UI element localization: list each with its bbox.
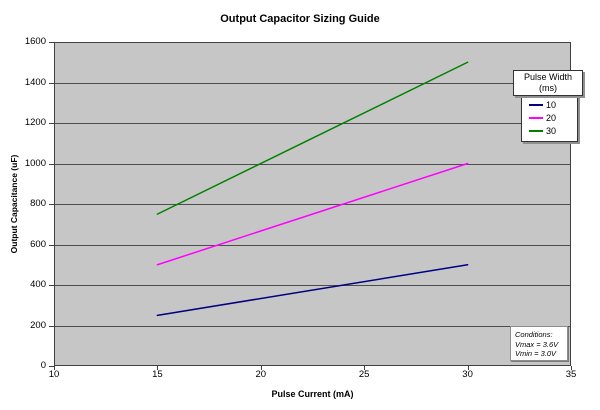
series-line-10ms	[156, 264, 469, 317]
chart-title: Output Capacitor Sizing Guide	[220, 13, 380, 25]
y-tick-label-1000: 1000	[24, 157, 46, 169]
x-tick-label-35: 35	[565, 369, 577, 380]
legend-title: Pulse Width (ms)	[513, 70, 583, 96]
x-tick-label-10: 10	[48, 369, 60, 380]
plot-border	[54, 42, 571, 366]
y-tick-label-1400: 1400	[24, 76, 46, 88]
series-line-20ms	[156, 162, 469, 266]
x-axis-title: Pulse Current (mA)	[271, 389, 354, 399]
x-tick-label-25: 25	[358, 369, 370, 380]
conditions-heading: Conditions:	[515, 330, 553, 339]
legend-line-swatch-20	[529, 116, 543, 119]
conditions-vmax: Vmax = 3.6V	[515, 339, 559, 349]
x-tick-label-15: 15	[152, 369, 163, 380]
plot-svg	[49, 42, 572, 370]
conditions-vmin: Vmin = 3.0V	[515, 349, 557, 358]
x-tick-label-30: 30	[462, 369, 473, 380]
y-tick-label-800: 800	[30, 198, 46, 209]
legend-line-swatch-10	[529, 103, 543, 106]
legend-title-line2: (ms)	[539, 83, 557, 93]
plot-area	[49, 42, 572, 370]
y-tick-label-1200: 1200	[24, 117, 46, 128]
legend-line-swatch-30	[529, 129, 543, 132]
x-tick-label-20: 20	[255, 369, 267, 380]
y-tick-label-400: 400	[30, 279, 46, 290]
series-line-30ms	[156, 61, 469, 215]
y-tick-label-600: 600	[30, 238, 46, 250]
legend-label-10: 10	[546, 99, 557, 110]
legend-label-20: 20	[546, 112, 557, 123]
legend-entry-10: 10	[529, 98, 575, 111]
legend: 10 20 30	[521, 92, 578, 142]
legend-entry-20: 20	[529, 111, 575, 124]
legend-label-30: 30	[546, 125, 557, 136]
y-tick-label-0: 0	[40, 360, 46, 371]
y-tick-label-1600: 1600	[24, 36, 46, 47]
y-tick-label-200: 200	[30, 319, 46, 331]
conditions-note: Conditions: Vmax = 3.6V Vmin = 3.0V	[510, 326, 568, 361]
legend-entry-30: 30	[529, 124, 575, 137]
legend-title-line1: Pulse Width	[523, 72, 573, 82]
